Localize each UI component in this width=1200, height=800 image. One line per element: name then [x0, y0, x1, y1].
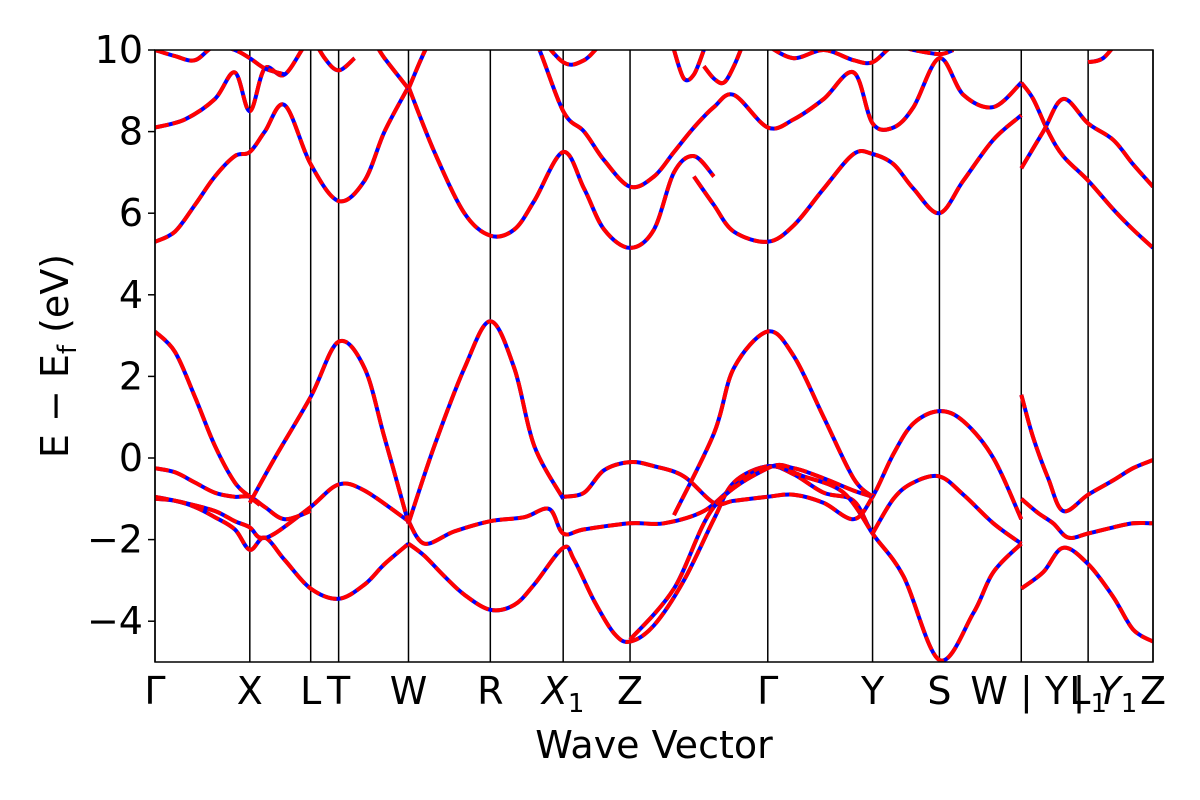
- band-line-red: [692, 113, 1023, 244]
- band-line-red: [548, 50, 598, 67]
- band-line-red: [1019, 81, 1153, 250]
- y-axis-label-sub: f: [53, 344, 83, 354]
- x-tick-label: W | Y: [970, 669, 1069, 714]
- band-line-blue: [406, 463, 875, 546]
- x-tick-label: X: [237, 669, 263, 713]
- x-tick-label: S: [927, 669, 951, 713]
- x-tick-label: Γ: [144, 669, 165, 713]
- band-line-red: [1019, 394, 1153, 514]
- y-tick-label: 10: [95, 28, 143, 72]
- band-line-blue: [155, 496, 410, 601]
- band-line-red: [407, 463, 1023, 662]
- band-line-red: [155, 496, 410, 601]
- band-line-red: [317, 50, 356, 73]
- band-line-blue: [870, 473, 1023, 546]
- band-line-red: [406, 85, 716, 250]
- band-line-blue: [692, 113, 1023, 244]
- y-axis-label: E − Ef (eV): [33, 254, 83, 458]
- band-line-red: [155, 330, 262, 507]
- band-line-red: [672, 50, 706, 83]
- band-line-red: [155, 50, 286, 77]
- y-tick-label: 6: [119, 191, 143, 235]
- x-tick-label: Z: [617, 669, 643, 713]
- x-tick-label: | Y1: [1073, 669, 1138, 719]
- band-line-blue: [1087, 50, 1114, 65]
- band-line-red: [562, 409, 1024, 522]
- band-line-red: [1019, 497, 1153, 540]
- band-line-blue: [155, 330, 262, 507]
- x-axis-ticks: Γ X L T W R X1 Z Γ Y S W | Y L1| Y1 Z: [144, 669, 1166, 719]
- x-tick-label: W: [390, 669, 428, 713]
- band-lines: [155, 50, 1153, 662]
- band-line-red: [406, 319, 565, 524]
- y-axis-label-tail: (eV): [33, 254, 77, 345]
- x-tick-label: L: [300, 669, 321, 713]
- y-axis-ticks: −4 −2 0 2 4 6 8 10: [87, 28, 155, 643]
- x-tick-label: L1: [1069, 669, 1107, 719]
- band-line-red: [248, 338, 411, 524]
- y-tick-label: 8: [119, 110, 143, 154]
- x-tick-label: R: [477, 669, 503, 713]
- band-line-red: [1087, 50, 1114, 65]
- band-line-blue: [406, 319, 565, 524]
- y-tick-label: −4: [87, 599, 143, 643]
- y-tick-label: −2: [87, 518, 143, 562]
- band-line-red: [1020, 545, 1153, 644]
- band-line-red: [155, 481, 410, 541]
- kpoint-separators: [154, 50, 1154, 662]
- x-tick-label: Z: [1140, 669, 1166, 713]
- band-line-red: [155, 85, 411, 244]
- band-line-red: [702, 50, 743, 86]
- plot-frame: [154, 49, 1154, 663]
- x-tick-label: X1: [540, 669, 585, 719]
- y-axis-label-main: E − E: [33, 354, 77, 458]
- x-tick-label: Γ: [757, 669, 778, 713]
- band-line-red: [406, 50, 1023, 190]
- x-tick-label: Y: [860, 669, 885, 713]
- band-line-blue: [628, 462, 874, 641]
- band-line-red: [770, 50, 955, 66]
- y-tick-label: 4: [119, 273, 143, 317]
- band-line-blue: [562, 409, 1024, 522]
- y-tick-label: 0: [119, 436, 143, 480]
- band-line-red: [870, 473, 1023, 546]
- x-tick-label: T: [326, 669, 351, 713]
- band-line-blue: [407, 463, 1023, 662]
- band-line-red: [406, 463, 875, 546]
- y-tick-label: 2: [119, 354, 143, 398]
- band-line-red: [672, 329, 874, 516]
- band-line-red: [628, 462, 874, 641]
- x-axis-label: Wave Vector: [535, 723, 773, 767]
- band-line-red: [1019, 97, 1153, 189]
- band-line-red: [155, 466, 312, 522]
- band-line-blue: [406, 50, 1023, 190]
